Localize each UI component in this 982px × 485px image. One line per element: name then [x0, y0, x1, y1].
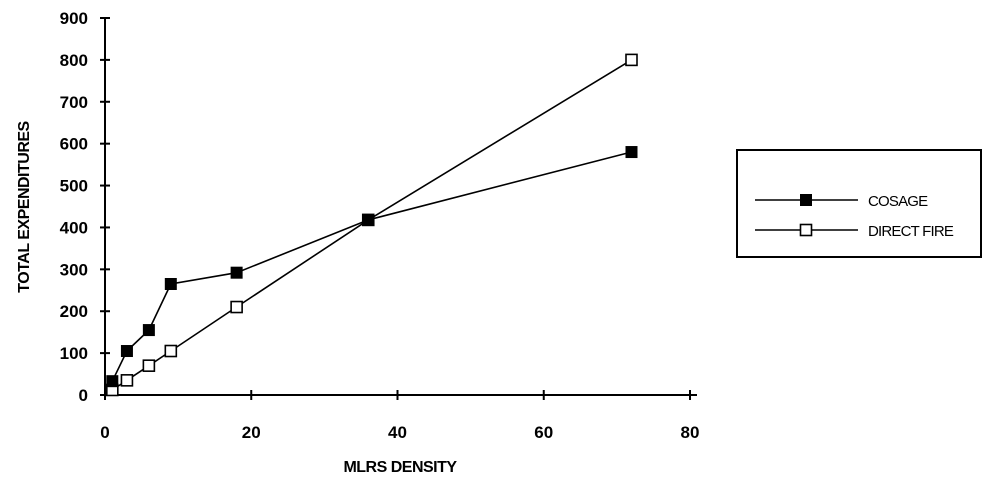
data-point-cosage — [362, 213, 375, 226]
legend: COSAGE DIRECT FIRE — [736, 149, 982, 258]
legend-label: COSAGE — [868, 193, 928, 210]
y-axis-ticks: 0 100 200 300 400 500 600 700 800 900 — [60, 9, 110, 405]
data-point-direct-fire — [142, 359, 156, 372]
legend-marker — [800, 194, 812, 206]
x-tick-label: 80 — [681, 423, 700, 442]
y-tick-label: 700 — [60, 93, 88, 112]
series-layer — [106, 53, 638, 397]
x-tick-label: 20 — [242, 423, 261, 442]
data-point-cosage — [106, 375, 119, 388]
x-tick-label: 0 — [100, 423, 109, 442]
data-point-direct-fire — [164, 344, 178, 358]
x-axis-title: MLRS DENSITY — [343, 459, 457, 476]
series-line-cosage — [111, 151, 632, 382]
axes — [103, 18, 697, 396]
data-point-direct-fire — [625, 53, 638, 67]
legend-item-direct-fire: DIRECT FIRE — [755, 223, 955, 240]
data-point-cosage — [142, 324, 155, 337]
data-point-direct-fire — [230, 300, 243, 314]
x-tick-label: 40 — [388, 423, 407, 442]
y-tick-label: 400 — [60, 218, 88, 237]
legend-items: COSAGE DIRECT FIRE — [755, 193, 955, 240]
y-tick-label: 200 — [60, 302, 88, 321]
y-tick-label: 300 — [60, 260, 88, 279]
series-cosage — [106, 146, 638, 388]
y-tick-label: 900 — [60, 9, 88, 28]
data-point-cosage — [230, 266, 243, 279]
y-tick-label: 800 — [60, 51, 88, 70]
y-tick-label: 100 — [60, 344, 88, 363]
legend-item-cosage: COSAGE — [755, 193, 929, 210]
data-point-cosage — [164, 277, 177, 290]
x-axis-ticks: 0 20 40 60 80 — [100, 390, 699, 442]
legend-box — [736, 149, 982, 258]
y-tick-label: 0 — [79, 386, 88, 405]
legend-label: DIRECT FIRE — [868, 223, 954, 240]
y-axis-title: TOTAL EXPENDITURES — [16, 120, 33, 292]
legend-marker — [799, 223, 813, 237]
x-tick-label: 60 — [534, 423, 553, 442]
data-point-cosage — [120, 345, 133, 358]
y-tick-label: 500 — [60, 177, 88, 196]
y-tick-label: 600 — [60, 135, 88, 154]
data-point-cosage — [625, 146, 638, 159]
data-point-direct-fire — [120, 374, 134, 387]
